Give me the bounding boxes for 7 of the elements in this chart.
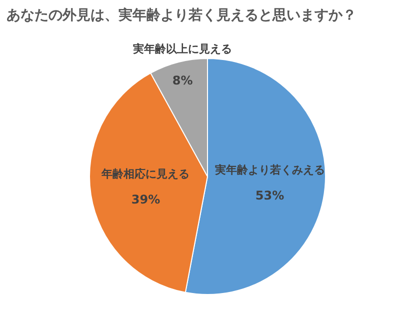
slice-label: 実年齢以上に見える <box>132 42 232 56</box>
chart-title: あなたの外見は、実年齢より若く見えると思いますか？ <box>6 6 356 24</box>
data-label: 8% <box>172 73 193 88</box>
slice-label: 実年齢より若くみえる <box>214 163 325 176</box>
data-label: 53% <box>255 188 284 202</box>
slice-label: 年齢相応に見える <box>100 167 190 180</box>
data-label: 39% <box>131 192 160 206</box>
